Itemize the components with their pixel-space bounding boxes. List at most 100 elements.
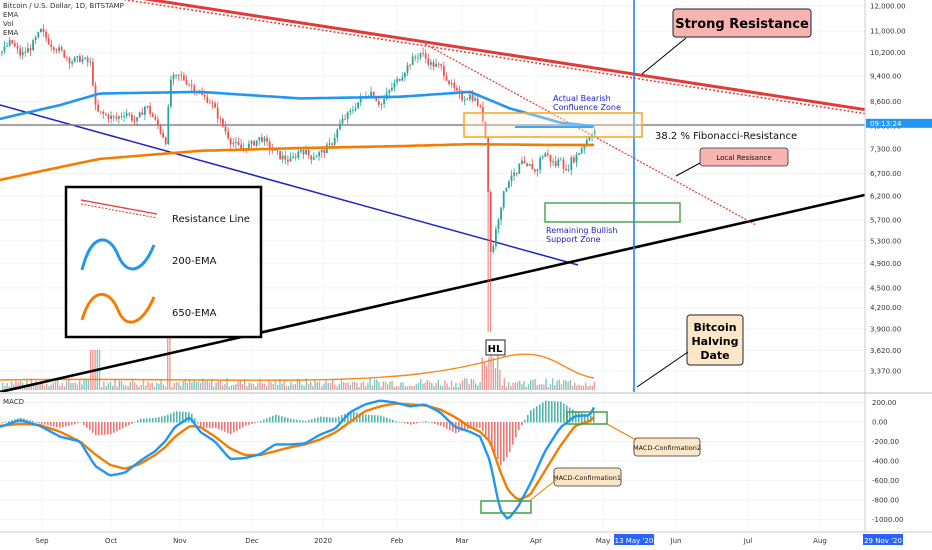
macd-histogram-bar — [530, 410, 532, 423]
candle-body — [333, 137, 336, 145]
volume-bar — [175, 382, 178, 390]
time-axis: Sep Oct Nov Dec 2020 Feb Mar Apr May Jun Jul Aug 13 … — [35, 534, 903, 545]
volume-bar — [323, 383, 325, 390]
volume-bar — [373, 379, 376, 390]
bullish-support-box — [544, 202, 681, 223]
volume-bar — [422, 383, 424, 390]
volume-bar — [151, 382, 153, 390]
volume-bar — [497, 355, 499, 390]
candle-body — [349, 110, 352, 113]
macd-histogram-bar — [206, 422, 208, 428]
macd-histogram-bar — [551, 400, 553, 423]
candle-body — [214, 103, 216, 108]
candle-body — [107, 114, 110, 119]
candle-body — [578, 153, 580, 155]
macd-histogram-bar — [182, 411, 184, 423]
macd-histogram-bar — [512, 422, 514, 445]
macd-histogram-bar — [326, 417, 328, 423]
volume-bar — [215, 382, 217, 390]
macd-histogram-bar — [230, 422, 232, 435]
volume-bar — [296, 378, 299, 390]
candle-body — [440, 64, 443, 67]
volume-bar — [222, 385, 224, 390]
candle-body — [300, 149, 302, 152]
macd-histogram-bar — [545, 400, 547, 423]
macd-histogram-bar — [104, 422, 106, 435]
volume-bar — [433, 386, 435, 390]
macd-histogram-bar — [509, 422, 511, 453]
candle-body — [318, 152, 320, 157]
candle-body — [89, 61, 92, 63]
volume-bar — [398, 386, 400, 390]
volume-bar — [200, 383, 202, 390]
macd-histogram-bar — [374, 415, 376, 423]
macd-tick-label: -800.00 — [872, 497, 899, 505]
macd-histogram-bar — [281, 416, 283, 423]
candle-body — [445, 76, 448, 81]
candle-body — [354, 108, 357, 111]
volume-bar — [413, 386, 415, 390]
macd-histogram-bar — [275, 414, 277, 423]
volume-bar — [426, 379, 428, 390]
fib-label: 38.2 % Fibonacci-Resistance — [655, 131, 797, 142]
macd-histogram-bar — [338, 416, 340, 423]
candle-body — [310, 155, 313, 160]
macd-histogram-bar — [140, 418, 142, 423]
volume-bar — [167, 338, 169, 390]
volume-bar — [514, 382, 516, 390]
volume-bar — [349, 384, 351, 390]
macd-histogram-bar — [557, 401, 559, 423]
candle-body — [99, 111, 102, 113]
macd-histogram-bar — [350, 411, 352, 423]
macd-histogram-bar — [353, 411, 355, 423]
candle-body — [424, 53, 427, 59]
candle-body — [266, 137, 268, 142]
volume-bar — [145, 385, 147, 390]
time-tick-label: Feb — [391, 537, 404, 545]
volume-bar — [134, 382, 136, 390]
candle-body — [419, 53, 422, 58]
candle-body — [16, 46, 19, 49]
macd-histogram-bar — [149, 418, 151, 423]
volume-bar — [288, 385, 290, 390]
price-tick-label: 5,700.00 — [870, 216, 901, 224]
volume-bar — [272, 383, 274, 390]
candle-body — [201, 92, 203, 95]
volume-bar — [444, 380, 446, 390]
volume-bar — [393, 386, 395, 390]
volume-bar — [131, 379, 134, 390]
bearish-confluence-box — [463, 112, 643, 138]
candle-body — [562, 159, 565, 169]
candle-body — [203, 94, 206, 97]
candle-body — [297, 151, 300, 158]
macd-histogram-bar — [569, 407, 571, 423]
candle-body — [508, 181, 510, 188]
volume-bar — [492, 357, 494, 390]
macd-histogram-bar — [581, 412, 583, 423]
legend-resistance-label: Resistance Line — [172, 214, 250, 225]
volume-bar — [558, 379, 560, 390]
candle-body — [97, 104, 99, 112]
candle-body — [248, 143, 250, 150]
macd-histogram-bar — [119, 422, 121, 430]
candle-body — [484, 121, 487, 138]
candle-body — [131, 114, 133, 121]
volume-bar — [545, 378, 547, 390]
volume-bar — [481, 357, 483, 390]
volume-bar — [294, 384, 296, 390]
macd-histogram-bar — [266, 418, 268, 423]
price-tick-label: 6,200.00 — [870, 192, 901, 200]
candle-body — [580, 148, 583, 154]
volume-bar — [569, 379, 571, 390]
time-highlight-label: 29 Nov '20 — [864, 537, 902, 545]
candle-body — [380, 103, 383, 105]
macd-histogram-bar — [44, 422, 46, 425]
volume-bar — [252, 384, 255, 390]
volume-bar — [46, 383, 48, 390]
volume-bar — [19, 380, 21, 390]
volume-bar — [54, 381, 57, 390]
macd-histogram-bar — [260, 420, 262, 423]
volume-bar — [310, 381, 312, 390]
candle-body — [536, 169, 539, 172]
candle-body — [479, 105, 482, 107]
